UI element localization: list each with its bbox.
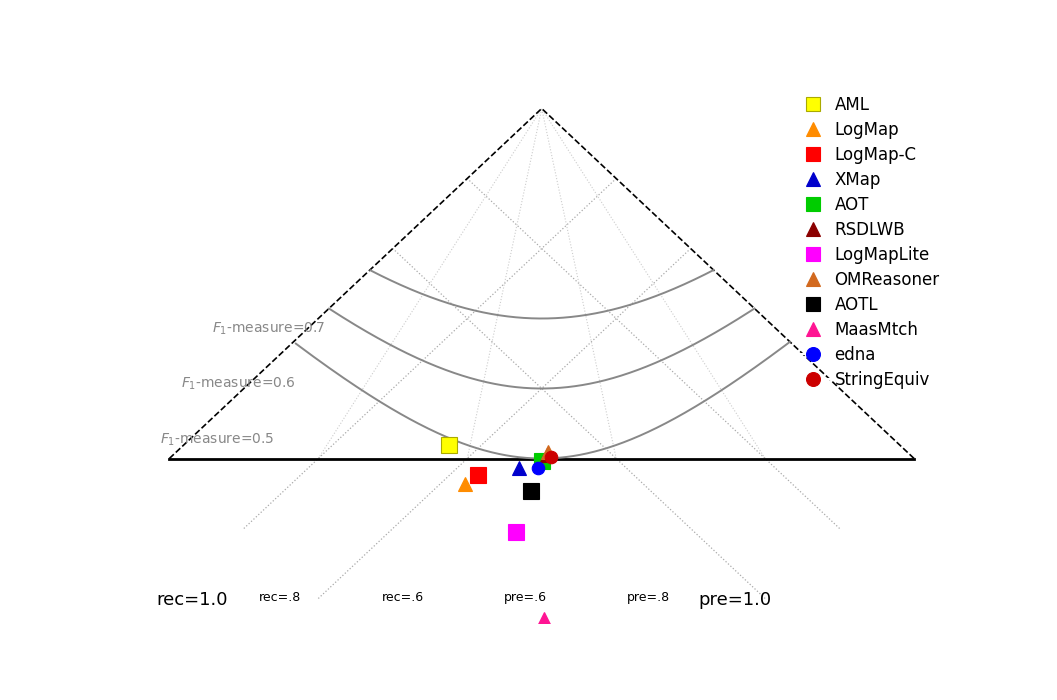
Text: pre=1.0: pre=1.0 xyxy=(698,591,772,609)
Text: pre=.6: pre=.6 xyxy=(504,591,546,603)
Legend: AML, LogMap, LogMap-C, XMap, AOT, RSDLWB, LogMapLite, OMReasoner, AOTL, MaasMtch: AML, LogMap, LogMap-C, XMap, AOT, RSDLWB… xyxy=(793,92,943,392)
Text: rec=.8: rec=.8 xyxy=(259,591,300,603)
Text: pre=.8: pre=.8 xyxy=(627,591,670,603)
Text: $F_1$-measure=0.7: $F_1$-measure=0.7 xyxy=(212,321,326,337)
Text: $F_1$-measure=0.6: $F_1$-measure=0.6 xyxy=(181,376,296,392)
Text: $F_1$-measure=0.5: $F_1$-measure=0.5 xyxy=(161,431,275,448)
Text: rec=.6: rec=.6 xyxy=(382,591,424,603)
Text: rec=1.0: rec=1.0 xyxy=(156,591,228,609)
